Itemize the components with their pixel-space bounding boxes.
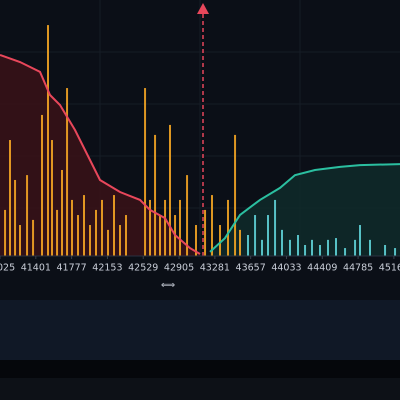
- depth-bar: [254, 215, 257, 256]
- depth-bar: [26, 175, 29, 256]
- depth-bar: [304, 244, 307, 256]
- depth-bar: [261, 239, 263, 256]
- depth-bar: [51, 140, 53, 256]
- depth-bar: [247, 235, 249, 256]
- x-tick-label: 43281: [200, 263, 230, 274]
- depth-bar: [77, 215, 79, 256]
- depth-bar: [154, 134, 157, 256]
- depth-bar: [56, 209, 59, 256]
- depth-bar: [169, 124, 171, 256]
- plot-area: [0, 25, 400, 257]
- depth-line: [0, 54, 201, 255]
- depth-bar: [125, 215, 127, 256]
- x-tick-label: 41401: [21, 263, 51, 274]
- depth-bar: [369, 239, 371, 256]
- depth-bar: [113, 195, 115, 256]
- depth-bar: [204, 209, 207, 256]
- x-tick-label: 41777: [57, 263, 87, 274]
- depth-line: [209, 163, 400, 253]
- depth-area: [210, 164, 400, 256]
- depth-bar: [19, 225, 21, 256]
- depth-bar: [394, 248, 397, 256]
- depth-bar: [32, 219, 35, 256]
- separator-band: [0, 360, 400, 378]
- depth-bar: [319, 244, 321, 256]
- depth-bar: [61, 169, 63, 256]
- depth-bar: [239, 229, 241, 256]
- drag-handle-icon[interactable]: ⟺: [161, 280, 175, 291]
- x-tick-label: 44785: [343, 263, 373, 274]
- depth-bar: [144, 88, 147, 257]
- x-tick-label: 43657: [236, 263, 266, 274]
- depth-bar: [359, 225, 361, 256]
- depth-bar: [4, 209, 7, 256]
- depth-bar: [195, 225, 197, 256]
- x-tick-label: 45161: [379, 263, 400, 274]
- x-tick-label: 41025: [0, 263, 15, 274]
- depth-bar: [311, 239, 313, 256]
- lower-panel: [0, 300, 400, 360]
- x-axis: 41025 41401 41777 42153 42529 42905 43281 43657…: [0, 255, 400, 274]
- depth-bar: [267, 215, 269, 256]
- depth-bar: [354, 239, 357, 256]
- depth-bar: [41, 114, 43, 256]
- depth-bar: [234, 134, 237, 256]
- depth-bar: [274, 199, 277, 256]
- x-tick-label: 44033: [271, 263, 301, 274]
- depth-bar: [327, 239, 329, 256]
- depth-area: [0, 55, 200, 256]
- marker-arrow: [197, 3, 209, 14]
- depth-bar: [384, 244, 387, 256]
- depth-bar: [335, 238, 337, 256]
- depth-bar: [344, 248, 347, 256]
- depth-bar: [66, 88, 69, 257]
- depth-bar: [186, 175, 189, 256]
- depth-bar: [281, 229, 283, 256]
- depth-bar: [119, 225, 121, 256]
- depth-bar: [227, 199, 229, 256]
- depth-bar: [47, 25, 49, 257]
- depth-bar: [179, 199, 181, 256]
- depth-bar: [149, 199, 151, 256]
- depth-bar: [89, 225, 91, 256]
- depth-bar: [211, 195, 213, 256]
- depth-bar: [289, 239, 291, 256]
- depth-bar: [159, 215, 161, 256]
- depth-bar: [101, 199, 103, 256]
- depth-bar: [83, 195, 85, 256]
- depth-bar: [9, 140, 11, 256]
- x-tick-label: 42905: [164, 263, 194, 274]
- depth-bar: [71, 199, 73, 256]
- x-tick-label: 44409: [307, 263, 337, 274]
- depth-bar: [297, 235, 299, 256]
- depth-bar: [14, 179, 17, 256]
- depth-bar: [95, 209, 97, 256]
- footer-band: [0, 378, 400, 400]
- depth-bar: [107, 229, 109, 256]
- depth-bar: [219, 225, 221, 256]
- depth-bar: [164, 199, 167, 256]
- x-tick-label: 42153: [92, 263, 122, 274]
- x-tick-label: 42529: [128, 263, 158, 274]
